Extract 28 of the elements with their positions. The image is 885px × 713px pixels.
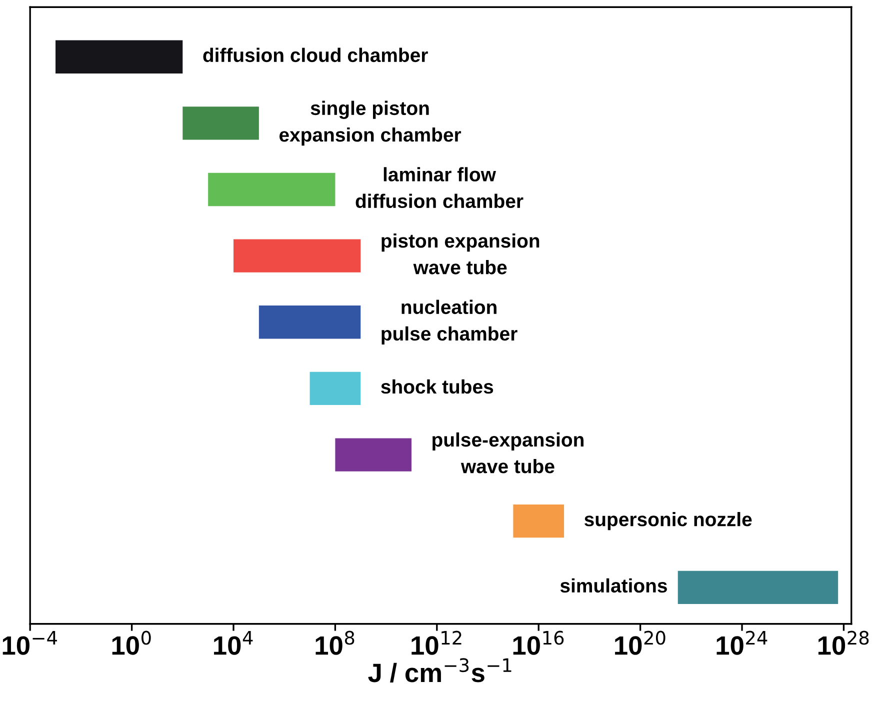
bar — [233, 239, 361, 272]
x-tick-label: 10$^{28}$ — [818, 630, 869, 655]
bar — [56, 40, 183, 74]
x-tick-label: 10$^{−4}$ — [2, 631, 57, 655]
y-tick-label: supersonic nozzle — [584, 512, 752, 530]
bar — [182, 106, 259, 140]
y-tick-label: shock tubes — [381, 379, 494, 394]
y-tick-label: nucleation pulse chamber — [382, 300, 518, 344]
bar — [513, 504, 564, 538]
y-tick-label: diffusion cloud chamber — [203, 48, 428, 62]
bar — [208, 172, 336, 206]
y-tick-label: single piston expansion chamber — [279, 100, 462, 146]
x-tick-label: 10$^{4}$ — [214, 631, 253, 655]
y-tick-label: simulations — [560, 578, 667, 593]
x-axis-title: J / cm$^{−3}$s$^{−1}$ — [368, 658, 512, 683]
x-tick-label: 10$^{24}$ — [716, 630, 768, 655]
y-tick-label: laminar flow diffusion chamber — [356, 167, 524, 208]
bar — [258, 306, 361, 339]
x-tick-label: 10$^{8}$ — [316, 630, 354, 655]
x-tick-label: 10$^{12}$ — [412, 630, 462, 655]
x-tick-label: 10$^{20}$ — [615, 630, 666, 655]
y-tick-label: piston expansion wave tube — [382, 233, 540, 274]
x-tick-label: 10$^{0}$ — [112, 630, 151, 655]
bar — [678, 570, 838, 604]
y-tick-label: pulse-expansion wave tube — [432, 432, 584, 474]
x-tick-label: 10$^{16}$ — [513, 630, 564, 655]
bar — [310, 372, 361, 406]
bar — [335, 438, 412, 472]
